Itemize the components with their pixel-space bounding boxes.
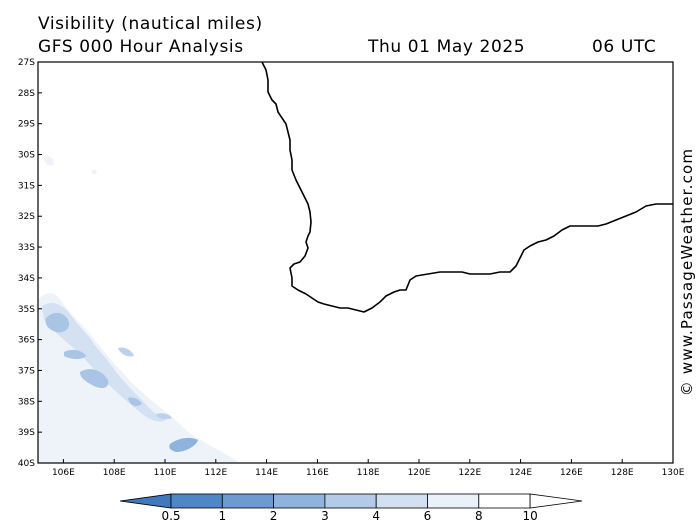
- lat-label: 30S: [18, 151, 35, 161]
- colorbar-label: 3: [321, 509, 329, 523]
- time-label: 06 UTC: [592, 37, 657, 57]
- lat-label: 27S: [18, 58, 35, 68]
- colorbar-segment: [221, 493, 275, 509]
- lat-label: 39S: [18, 428, 35, 438]
- lat-label: 36S: [18, 336, 35, 346]
- colorbar-label: 0.5: [161, 509, 180, 523]
- colorbar: 0.5 1 2 3 4 6 8 10: [119, 493, 583, 523]
- model-run-label: GFS 000 Hour Analysis: [38, 37, 244, 57]
- visibility-patch: [38, 293, 240, 463]
- colorbar-segment: [273, 493, 326, 509]
- lat-label: 33S: [18, 243, 35, 253]
- lon-label: 112E: [204, 468, 227, 478]
- map-axes: 27S 28S 29S 30S 31S 32S 33S 34S 35S 36S 37S 38S 39S 4…: [18, 58, 685, 478]
- visibility-patch: [42, 303, 166, 422]
- colorbar-segment: [427, 493, 480, 509]
- date-label: Thu 01 May 2025: [368, 37, 526, 57]
- lat-label: 29S: [18, 120, 35, 130]
- map-title: Visibility (nautical miles): [38, 14, 263, 34]
- lat-label: 38S: [18, 397, 35, 407]
- colorbar-label: 2: [270, 509, 278, 523]
- lat-label: 31S: [18, 181, 35, 191]
- lon-label: 108E: [103, 468, 126, 478]
- lat-label: 37S: [18, 366, 35, 376]
- visibility-patch: [64, 349, 86, 359]
- colorbar-high-arrow: [529, 493, 583, 509]
- lon-label: 124E: [509, 468, 532, 478]
- colorbar-segment: [324, 493, 377, 509]
- visibility-patch: [45, 312, 70, 333]
- lon-label: 122E: [458, 468, 481, 478]
- visibility-patch: [91, 169, 97, 175]
- colorbar-segment: [170, 493, 223, 509]
- map-frame: [37, 61, 674, 464]
- colorbar-label: 1: [218, 509, 226, 523]
- lat-label: 28S: [18, 89, 35, 99]
- colorbar-label: 8: [475, 509, 483, 523]
- lon-label: 110E: [154, 468, 177, 478]
- colorbar-low-arrow: [119, 493, 172, 509]
- visibility-patch: [128, 397, 142, 406]
- lon-label: 130E: [662, 468, 685, 478]
- lon-label: 118E: [357, 468, 380, 478]
- lon-label: 116E: [306, 468, 329, 478]
- lon-label: 114E: [255, 468, 278, 478]
- colorbar-segment: [375, 493, 428, 509]
- visibility-patch: [169, 437, 198, 452]
- lon-label: 126E: [560, 468, 583, 478]
- lat-label: 35S: [18, 305, 35, 315]
- visibility-patch: [118, 347, 134, 357]
- visibility-patch: [80, 369, 109, 388]
- colorbar-label: 10: [522, 509, 537, 523]
- lon-label: 128E: [611, 468, 634, 478]
- lon-label: 120E: [408, 468, 431, 478]
- colorbar-label: 6: [424, 509, 432, 523]
- lat-label: 32S: [18, 212, 35, 222]
- lat-label: 34S: [18, 274, 35, 284]
- visibility-shading: [38, 156, 240, 463]
- lon-label: 106E: [52, 468, 75, 478]
- lat-label: 40S: [18, 459, 35, 469]
- visibility-patch: [44, 156, 54, 166]
- colorbar-segment: [478, 493, 531, 509]
- colorbar-label: 4: [372, 509, 380, 523]
- visibility-patch: [156, 413, 172, 420]
- coastline-australia: [261, 61, 673, 313]
